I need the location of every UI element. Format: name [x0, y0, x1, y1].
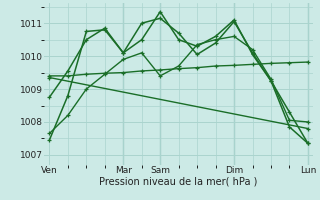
X-axis label: Pression niveau de la mer( hPa ): Pression niveau de la mer( hPa )	[100, 177, 258, 187]
